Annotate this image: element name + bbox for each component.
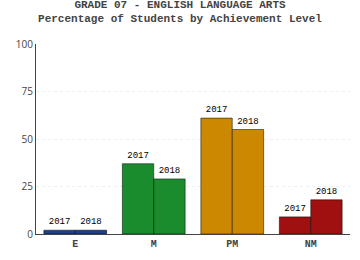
svg-text:2018: 2018: [316, 187, 338, 197]
svg-text:2018: 2018: [237, 117, 259, 127]
svg-text:M: M: [151, 239, 157, 250]
svg-text:2017: 2017: [49, 217, 71, 227]
svg-text:E: E: [72, 239, 78, 250]
svg-text:100: 100: [16, 37, 33, 51]
svg-text:PM: PM: [226, 239, 238, 250]
svg-text:2017: 2017: [206, 105, 228, 115]
svg-text:NM: NM: [305, 239, 317, 250]
svg-text:GRADE 07 - ENGLISH LANGUAGE AR: GRADE 07 - ENGLISH LANGUAGE ARTSPercenta…: [38, 0, 322, 25]
svg-text:0: 0: [27, 227, 33, 241]
svg-text:2018: 2018: [80, 217, 102, 227]
svg-text:75: 75: [22, 84, 34, 98]
svg-text:2017: 2017: [284, 204, 306, 214]
svg-text:50: 50: [22, 132, 34, 146]
svg-text:25: 25: [22, 179, 34, 193]
svg-text:2018: 2018: [159, 166, 181, 176]
svg-text:2017: 2017: [127, 151, 149, 161]
